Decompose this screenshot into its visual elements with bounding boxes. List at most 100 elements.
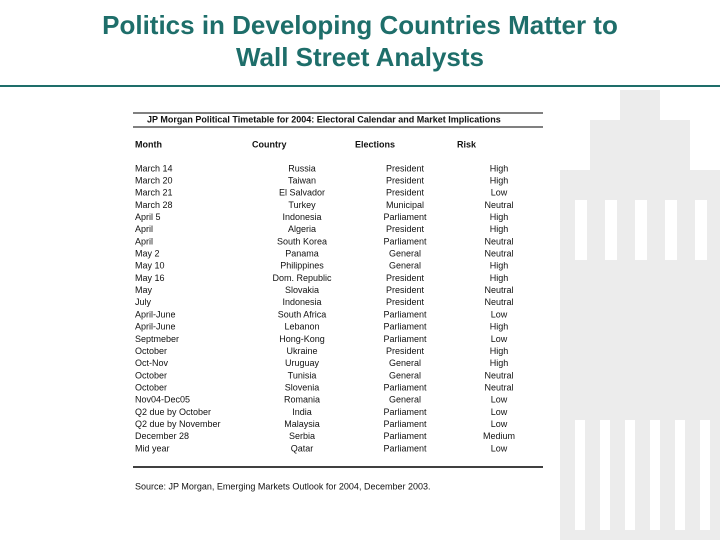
- table-cell: April: [135, 224, 153, 234]
- column-header: Risk: [457, 139, 477, 149]
- table-cell: High: [490, 224, 509, 234]
- table-cell: May 10: [135, 261, 165, 271]
- column-header: Country: [252, 139, 287, 149]
- table-cell: October: [135, 382, 167, 392]
- table-cell: Dom. Republic: [272, 273, 332, 283]
- table-cell: Oct-Nov: [135, 358, 169, 368]
- table-cell: Parliament: [383, 419, 427, 429]
- table-cell: President: [386, 273, 425, 283]
- table-cell: President: [386, 297, 425, 307]
- table-cell: Q2 due by November: [135, 419, 221, 429]
- table-cell: General: [389, 261, 421, 271]
- table-cell: Panama: [285, 249, 319, 259]
- table-cell: October: [135, 370, 167, 380]
- table-cell: India: [292, 407, 312, 417]
- table-cell: Septmeber: [135, 334, 179, 344]
- table-cell: General: [389, 370, 421, 380]
- table-cell: Philippines: [280, 261, 324, 271]
- table-cell: March 28: [135, 200, 173, 210]
- table-cell: General: [389, 395, 421, 405]
- table-cell: General: [389, 249, 421, 259]
- table-cell: Turkey: [288, 200, 316, 210]
- table-cell: May 2: [135, 249, 160, 259]
- table-cell: Neutral: [484, 382, 513, 392]
- table-cell: Low: [491, 395, 508, 405]
- table-cell: President: [386, 163, 425, 173]
- table-cell: Parliament: [383, 407, 427, 417]
- table-cell: Neutral: [484, 285, 513, 295]
- table-cell: Parliament: [383, 212, 427, 222]
- table-cell: April 5: [135, 212, 161, 222]
- table-cell: President: [386, 224, 425, 234]
- table-cell: March 20: [135, 176, 173, 186]
- table-cell: General: [389, 358, 421, 368]
- table-cell: Parliament: [383, 382, 427, 392]
- table-cell: Neutral: [484, 370, 513, 380]
- table-cell: Low: [491, 309, 508, 319]
- table-cell: High: [490, 176, 509, 186]
- table-cell: Mid year: [135, 443, 170, 453]
- table-cell: Malaysia: [284, 419, 320, 429]
- table-cell: Medium: [483, 431, 515, 441]
- table-cell: Parliament: [383, 334, 427, 344]
- table-cell: High: [490, 346, 509, 356]
- table-cell: Nov04-Dec05: [135, 395, 190, 405]
- table-cell: Low: [491, 188, 508, 198]
- table-cell: Parliament: [383, 431, 427, 441]
- table-cell: South Africa: [278, 309, 327, 319]
- table-cell: Parliament: [383, 443, 427, 453]
- table-cell: Tunisia: [288, 370, 317, 380]
- table-cell: Lebanon: [284, 322, 319, 332]
- table-cell: Neutral: [484, 297, 513, 307]
- table-cell: High: [490, 212, 509, 222]
- table-cell: Slovenia: [285, 382, 320, 392]
- table-cell: Hong-Kong: [279, 334, 325, 344]
- table-cell: El Salvador: [279, 188, 325, 198]
- table-cell: May 16: [135, 273, 165, 283]
- table-cell: High: [490, 322, 509, 332]
- table-cell: President: [386, 285, 425, 295]
- table-cell: Algeria: [288, 224, 316, 234]
- table-cell: High: [490, 163, 509, 173]
- table-cell: Qatar: [291, 443, 314, 453]
- table-cell: Ukraine: [286, 346, 317, 356]
- table-cell: Municipal: [386, 200, 424, 210]
- table-cell: High: [490, 261, 509, 271]
- table-cell: March 14: [135, 163, 173, 173]
- table-cell: Low: [491, 419, 508, 429]
- table-cell: Low: [491, 407, 508, 417]
- table: Month Country Elections Risk March 14 Russia P…: [135, 139, 515, 453]
- slide-title: Politics in Developing Countries Matter …: [102, 10, 618, 40]
- table-cell: April-June: [135, 309, 176, 319]
- table-panel: [133, 108, 545, 498]
- table-cell: April-June: [135, 322, 176, 332]
- table-cell: Russia: [288, 163, 316, 173]
- column-header: Month: [135, 139, 162, 149]
- table-cell: Neutral: [484, 236, 513, 246]
- table-cell: Indonesia: [282, 297, 321, 307]
- table-cell: April: [135, 236, 153, 246]
- table-cell: President: [386, 176, 425, 186]
- table-cell: High: [490, 358, 509, 368]
- table-cell: South Korea: [277, 236, 327, 246]
- table-cell: Indonesia: [282, 212, 321, 222]
- source-note: Source: JP Morgan, Emerging Markets Outl…: [135, 481, 430, 491]
- table-cell: Uruguay: [285, 358, 320, 368]
- table-cell: March 21: [135, 188, 173, 198]
- slide-title: Wall Street Analysts: [236, 42, 484, 72]
- table-cell: Low: [491, 443, 508, 453]
- table-cell: May: [135, 285, 153, 295]
- table-cell: Low: [491, 334, 508, 344]
- table-cell: Parliament: [383, 309, 427, 319]
- table-cell: Neutral: [484, 249, 513, 259]
- table-title: JP Morgan Political Timetable for 2004: …: [147, 114, 501, 124]
- table-cell: Neutral: [484, 200, 513, 210]
- table-cell: Slovakia: [285, 285, 319, 295]
- table-cell: July: [135, 297, 152, 307]
- table-cell: Taiwan: [288, 176, 316, 186]
- table-cell: Serbia: [289, 431, 315, 441]
- table-cell: Q2 due by October: [135, 407, 211, 417]
- table-cell: Romania: [284, 395, 320, 405]
- table-cell: October: [135, 346, 167, 356]
